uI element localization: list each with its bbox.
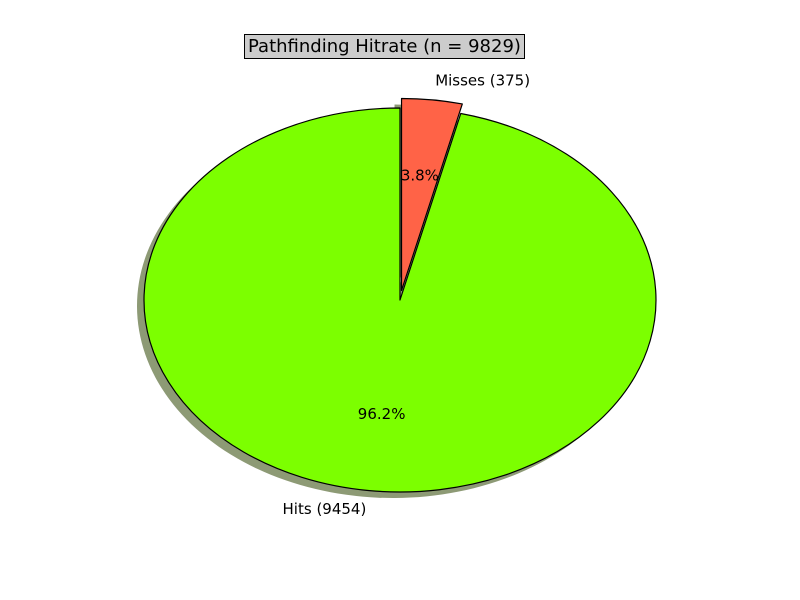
pie-layer (136, 97, 657, 498)
slice-percent-1: 3.8% (401, 167, 439, 185)
chart-title: Pathfinding Hitrate (n = 9829) (244, 34, 525, 59)
pie-slice-0 (143, 107, 657, 493)
slice-percent-0: 96.2% (358, 405, 406, 423)
slice-label-1: Misses (375) (435, 71, 530, 89)
slice-label-0: Hits (9454) (283, 500, 367, 518)
pie-slice-1 (400, 97, 463, 292)
label-layer: Hits (9454) 96.2% Misses (375) 3.8% (283, 71, 531, 518)
